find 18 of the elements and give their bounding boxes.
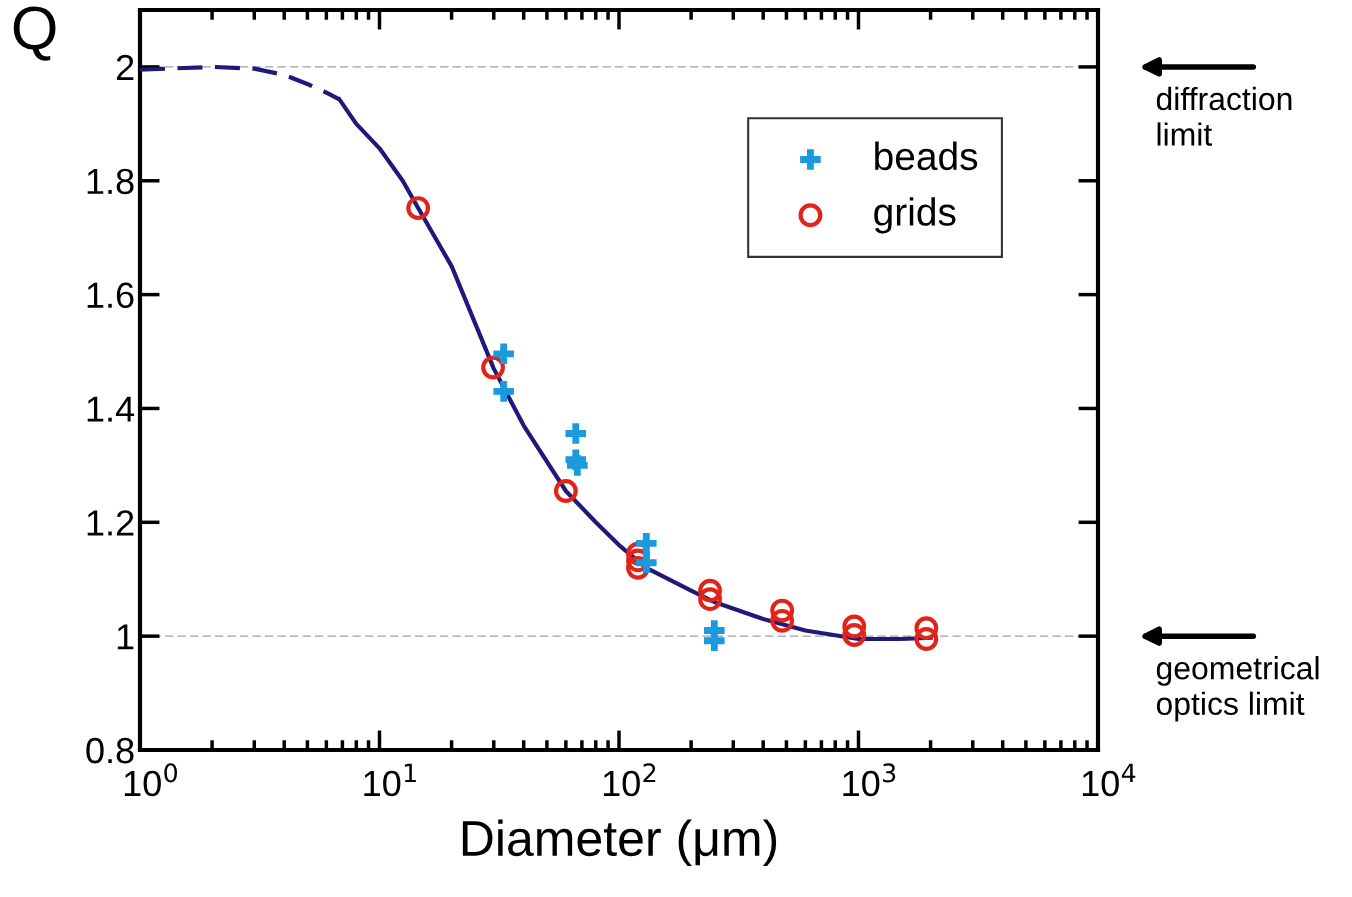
x-tick-label: 10$^{1}$ <box>364 763 416 797</box>
ref-line-label: geometrical optics limit <box>1156 656 1319 722</box>
x-tick-label: 10$^{2}$ <box>603 763 656 797</box>
x-axis-title: Diameter (μm) <box>462 819 777 867</box>
legend-label: grids <box>874 197 956 234</box>
y-tick-label: 1.2 <box>87 510 134 536</box>
x-tick-label: 10$^{3}$ <box>843 763 896 797</box>
x-tick-label: 10$^{4}$ <box>1082 763 1136 797</box>
legend-label: beads <box>875 141 978 171</box>
y-tick-label: 1.4 <box>87 396 135 422</box>
y-tick-label: 1 <box>117 624 134 650</box>
y-tick-label: 1.6 <box>87 282 134 309</box>
y-axis-title: Q <box>13 6 56 61</box>
ref-line-label: diffraction limit <box>1156 86 1292 146</box>
y-tick-label: 2 <box>116 54 134 81</box>
y-tick-label: 1.8 <box>87 168 134 195</box>
x-tick-label: 10$^{0}$ <box>124 763 178 797</box>
y-tick-label: 0.8 <box>86 737 134 764</box>
